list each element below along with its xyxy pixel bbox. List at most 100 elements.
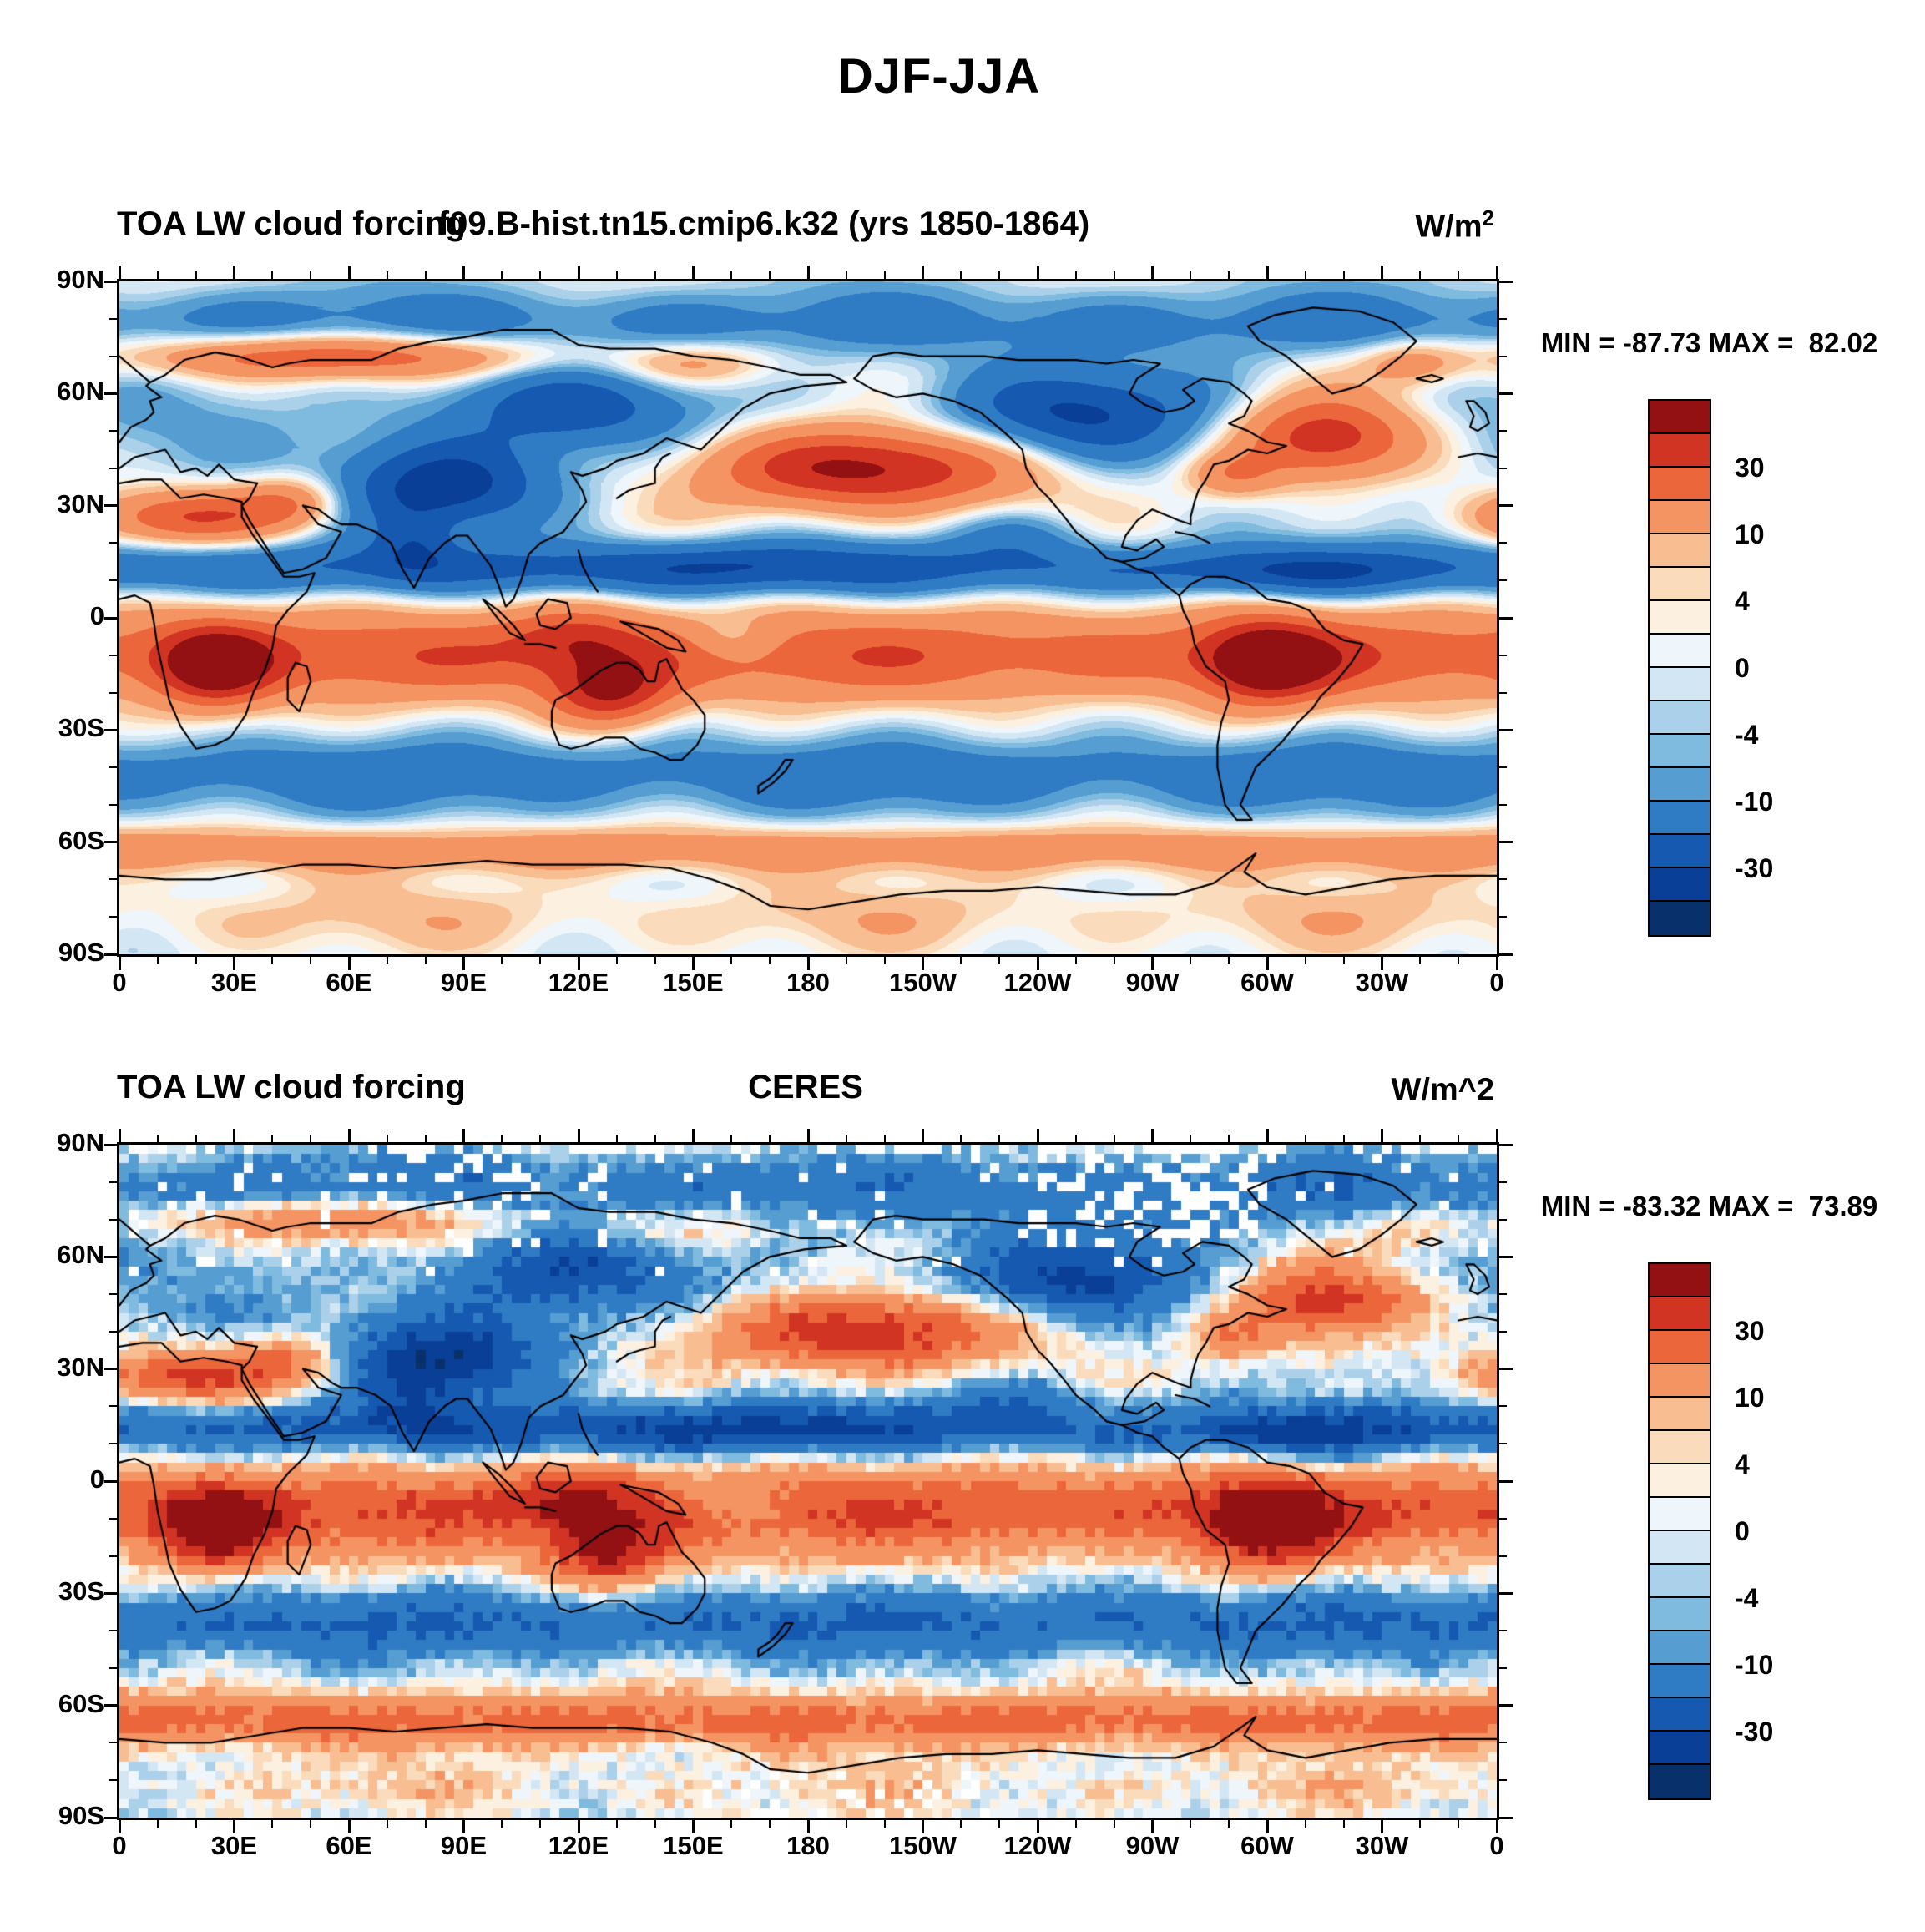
x-axis-label: 0 — [112, 968, 127, 997]
axis-tick — [845, 957, 847, 964]
x-axis-label: 90W — [1125, 968, 1180, 997]
axis-tick — [692, 957, 695, 970]
axis-tick — [1419, 1820, 1422, 1828]
colorbar-tick-label: 4 — [1735, 586, 1750, 616]
x-axis-label: 150W — [889, 1831, 957, 1860]
axis-tick — [271, 957, 274, 964]
axis-tick — [1266, 1129, 1269, 1142]
x-axis-label: 0 — [1489, 1831, 1504, 1860]
axis-tick — [1228, 1820, 1230, 1828]
axis-tick — [104, 1143, 117, 1146]
axis-tick — [104, 1255, 117, 1258]
axis-tick — [156, 1135, 159, 1142]
axis-tick — [577, 1820, 580, 1833]
axis-tick — [109, 542, 117, 544]
axis-tick — [1113, 271, 1115, 279]
axis-tick — [692, 1820, 695, 1833]
axis-tick — [998, 957, 1001, 964]
y-axis-label: 90N — [57, 265, 104, 294]
axis-tick — [1499, 317, 1507, 320]
axis-tick — [1419, 957, 1422, 964]
axis-tick — [109, 1630, 117, 1632]
panel-ceres-header: TOA LW cloud forcing CERES W/m^2 — [117, 1069, 1494, 1112]
axis-tick — [1499, 841, 1513, 844]
axis-tick — [118, 1129, 121, 1142]
axis-tick — [1499, 430, 1507, 432]
axis-tick — [1151, 957, 1154, 970]
axis-tick — [233, 957, 235, 970]
x-axis-label: 180 — [786, 1831, 830, 1860]
axis-tick — [922, 957, 924, 970]
axis-tick — [692, 1129, 695, 1142]
axis-tick — [109, 1517, 117, 1520]
colorbar-cell — [1650, 1398, 1710, 1431]
axis-tick — [195, 1820, 197, 1828]
colorbar-cell — [1650, 568, 1710, 601]
map-canvas-ceres — [119, 1145, 1497, 1818]
axis-tick — [386, 1820, 388, 1828]
axis-tick — [806, 1129, 810, 1142]
axis-tick — [1190, 957, 1192, 964]
axis-tick — [156, 1820, 159, 1828]
axis-tick — [654, 1820, 656, 1828]
colorbar-cell — [1650, 1464, 1710, 1498]
axis-tick — [539, 1135, 542, 1142]
axis-tick — [1304, 957, 1306, 964]
axis-tick — [1499, 1591, 1513, 1595]
axis-tick — [109, 1742, 117, 1744]
axis-tick — [386, 271, 388, 279]
colorbar-cell — [1650, 601, 1710, 635]
axis-tick — [104, 1816, 117, 1819]
axis-tick — [310, 271, 312, 279]
axis-tick — [1074, 271, 1077, 279]
axis-tick — [424, 1820, 427, 1828]
colorbar-tick-label: 10 — [1735, 519, 1765, 549]
axis-tick — [654, 957, 656, 964]
axis-tick — [104, 953, 117, 956]
axis-tick — [310, 1820, 312, 1828]
x-axis-label: 0 — [1489, 968, 1504, 997]
axis-tick — [654, 271, 656, 279]
x-axis-label: 0 — [112, 1831, 127, 1860]
x-axis-label: 150E — [663, 1831, 724, 1860]
axis-tick — [195, 271, 197, 279]
axis-tick — [109, 1405, 117, 1408]
axis-tick — [1266, 957, 1269, 970]
axis-tick — [1342, 271, 1345, 279]
axis-tick — [806, 957, 810, 970]
axis-tick — [1499, 1704, 1513, 1707]
axis-tick — [1458, 1135, 1460, 1142]
x-axis-label: 60W — [1240, 1831, 1294, 1860]
axis-tick — [109, 1443, 117, 1445]
colorbar-tick-label: 0 — [1735, 653, 1750, 683]
axis-tick — [1151, 1820, 1154, 1833]
x-axis-label: 30W — [1355, 968, 1409, 997]
x-axis-label: 60E — [326, 1831, 372, 1860]
axis-tick — [1151, 1129, 1154, 1142]
colorbar-cell — [1650, 1732, 1710, 1765]
axis-tick — [577, 957, 580, 970]
colorbar-cell — [1650, 1665, 1710, 1698]
axis-tick — [109, 878, 117, 881]
axis-tick — [1499, 1630, 1507, 1632]
axis-tick — [1499, 1218, 1507, 1221]
axis-tick — [109, 1181, 117, 1183]
y-axis-label: 90S — [58, 1801, 104, 1830]
axis-tick — [998, 271, 1001, 279]
axis-tick — [424, 957, 427, 964]
axis-tick — [883, 1135, 886, 1142]
axis-tick — [109, 467, 117, 469]
colorbar-cell — [1650, 902, 1710, 935]
axis-tick — [1036, 1820, 1039, 1833]
axis-tick — [922, 1129, 924, 1142]
axis-tick — [1419, 1135, 1422, 1142]
axis-tick — [883, 1820, 886, 1828]
axis-tick — [462, 1820, 465, 1833]
y-axis-label: 60S — [58, 1688, 104, 1718]
colorbar-cell — [1650, 534, 1710, 568]
axis-tick — [1499, 654, 1507, 656]
axis-tick — [1419, 271, 1422, 279]
axis-tick — [109, 579, 117, 582]
map-plot-ceres: 0 30E 60E 90E 120E 150E 180 150W 120W 90W 60W 30W 0 9… — [57, 1128, 1513, 1860]
x-axis-label: 30E — [210, 968, 258, 997]
